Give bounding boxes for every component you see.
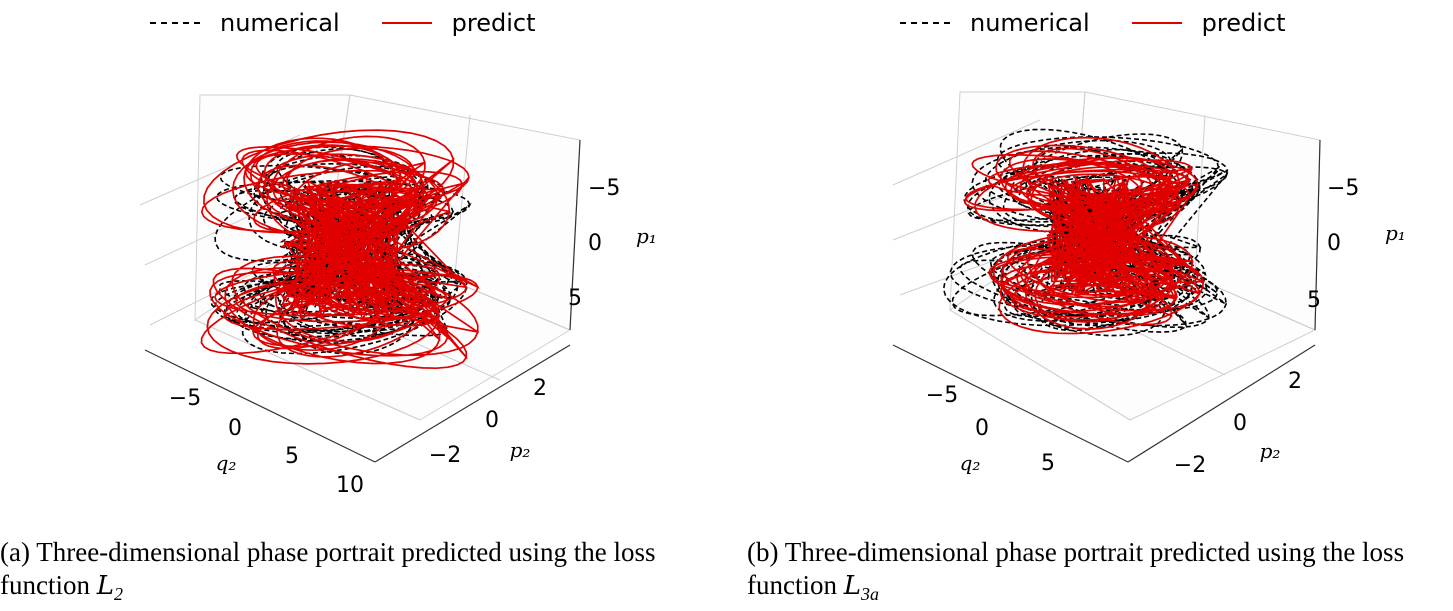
grid-line: [194, 319, 421, 421]
y-axis-label: p₂: [510, 438, 531, 462]
legend-item-numerical: numerical: [150, 9, 340, 37]
z-tick-label: 0: [588, 231, 602, 256]
panel-a: −5 0 5 10 −2 0 2 −5 0 5 q₂ p₂ p₁ numerical predict (…: [0, 0, 727, 608]
grid-line: [949, 309, 1131, 421]
series-predict-line: [200, 129, 480, 370]
z-axis-label: p₁: [1385, 221, 1406, 245]
grid-line: [892, 179, 1046, 241]
grid-line: [892, 119, 1041, 186]
legend-b: numerical predict: [900, 6, 1328, 40]
caption-text: (b) Three-dimensional phase portrait pre…: [747, 537, 1405, 600]
z-tick-label: −5: [588, 176, 620, 201]
y-axis-label: p₂: [1260, 439, 1281, 463]
legend-label-predict: predict: [1201, 9, 1286, 37]
x-tick-label: −5: [926, 383, 958, 408]
z-axis-label: p₁: [636, 224, 657, 248]
z-tick-label: 5: [568, 286, 582, 311]
legend-label-numerical: numerical: [970, 9, 1090, 37]
x-tick-label: 5: [285, 444, 299, 469]
axis-line: [1314, 139, 1321, 331]
z-tick-label: 0: [1327, 231, 1341, 256]
z-tick-label: 5: [1307, 288, 1321, 313]
y-tick-label: 2: [533, 376, 547, 401]
z-tick-label: −5: [1327, 176, 1359, 201]
x-axis-label: q₂: [960, 451, 981, 475]
axis-line: [1127, 344, 1316, 463]
x-tick-label: 5: [1041, 451, 1055, 476]
caption-math-sub: 2: [114, 584, 123, 604]
caption-text: (a) Three-dimensional phase portrait pre…: [0, 537, 656, 600]
x-tick-label: −5: [169, 386, 201, 411]
phase-portrait-3d-a: −5 0 5 10 −2 0 2 −5 0 5 q₂ p₂ p₁: [139, 94, 657, 498]
y-tick-label: −2: [429, 443, 461, 468]
caption-math: L: [843, 571, 861, 601]
caption-math: L: [96, 571, 114, 601]
legend-a: numerical predict: [150, 6, 578, 40]
legend-label-numerical: numerical: [220, 9, 340, 37]
axis-line: [569, 139, 581, 331]
axis-line: [144, 349, 376, 463]
phase-portrait-3d-b: −5 0 5 −2 0 2 −5 0 5 q₂ p₂ p₁: [892, 91, 1406, 478]
caption-a: (a) Three-dimensional phase portrait pre…: [0, 536, 715, 611]
axis-line: [892, 344, 1129, 463]
legend-swatch-numerical: [900, 22, 950, 24]
y-tick-label: 2: [1288, 369, 1302, 394]
x-tick-label: 0: [975, 416, 989, 441]
legend-swatch-predict: [1131, 22, 1182, 24]
x-axis-label: q₂: [216, 451, 237, 475]
y-tick-label: 0: [485, 408, 499, 433]
y-tick-label: 0: [1233, 411, 1247, 436]
x-tick-label: 0: [228, 416, 242, 441]
series-predict-line: [963, 136, 1205, 335]
panel-b: −5 0 5 −2 0 2 −5 0 5 q₂ p₂ p₁ numerical predict (b)…: [727, 0, 1453, 608]
legend-swatch-numerical: [150, 22, 200, 24]
y-tick-label: −2: [1174, 453, 1206, 478]
caption-b: (b) Three-dimensional phase portrait pre…: [747, 536, 1453, 611]
legend-item-predict: predict: [1131, 9, 1286, 37]
caption-math-sub: 3a: [861, 584, 879, 604]
grid-line: [454, 114, 471, 276]
legend-swatch-predict: [381, 22, 432, 24]
legend-item-predict: predict: [381, 9, 536, 37]
axis-line: [374, 344, 571, 463]
legend-label-predict: predict: [451, 9, 536, 37]
x-tick-label: 10: [336, 473, 364, 498]
legend-item-numerical: numerical: [900, 9, 1090, 37]
